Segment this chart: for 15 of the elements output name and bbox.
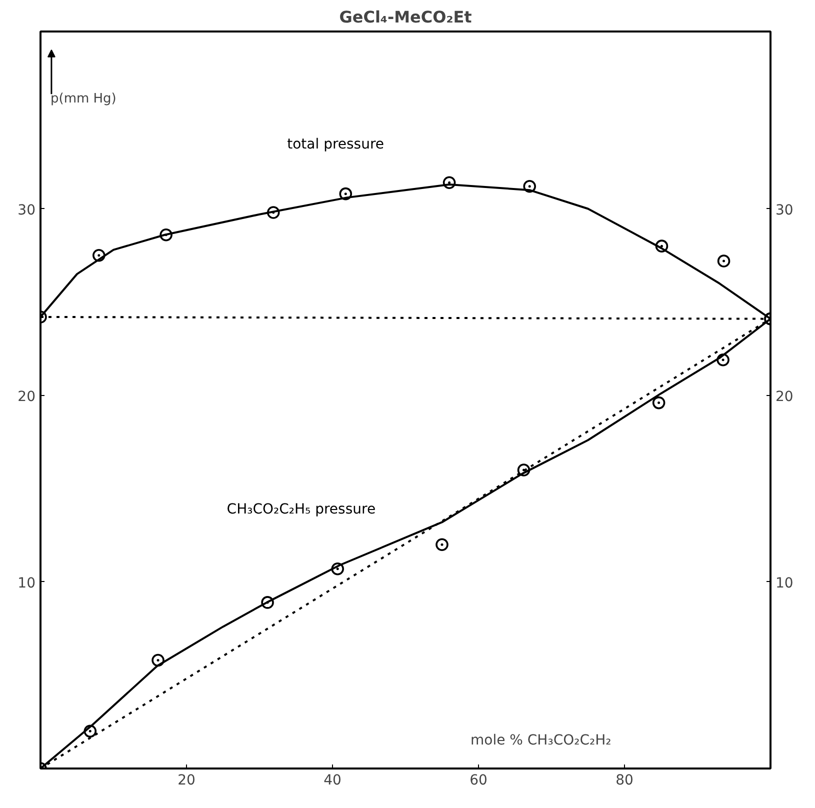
x-tick-label: 20: [178, 772, 196, 788]
x-tick-label: 80: [616, 772, 634, 788]
y2-tick-label: 20: [776, 388, 794, 405]
x-axis-title: mole % CH₃CO₂C₂H₂: [470, 732, 612, 748]
y-axis-title: p(mm Hg): [50, 92, 116, 106]
x-tick-label: 60: [470, 772, 488, 788]
x-tick-label: 40: [324, 772, 342, 788]
y2-tick-label: 30: [776, 202, 794, 218]
y-tick-label: 10: [18, 575, 36, 592]
text: total pressure: [287, 136, 384, 153]
y-tick-label: 20: [18, 388, 36, 405]
y-tick-label: 30: [18, 202, 36, 218]
text: CH₃CO₂C₂H₅ pressure: [226, 501, 376, 518]
chart-title: GeCl₄-MeCO₂Et: [339, 8, 472, 26]
y2-tick-label: 10: [776, 575, 794, 592]
